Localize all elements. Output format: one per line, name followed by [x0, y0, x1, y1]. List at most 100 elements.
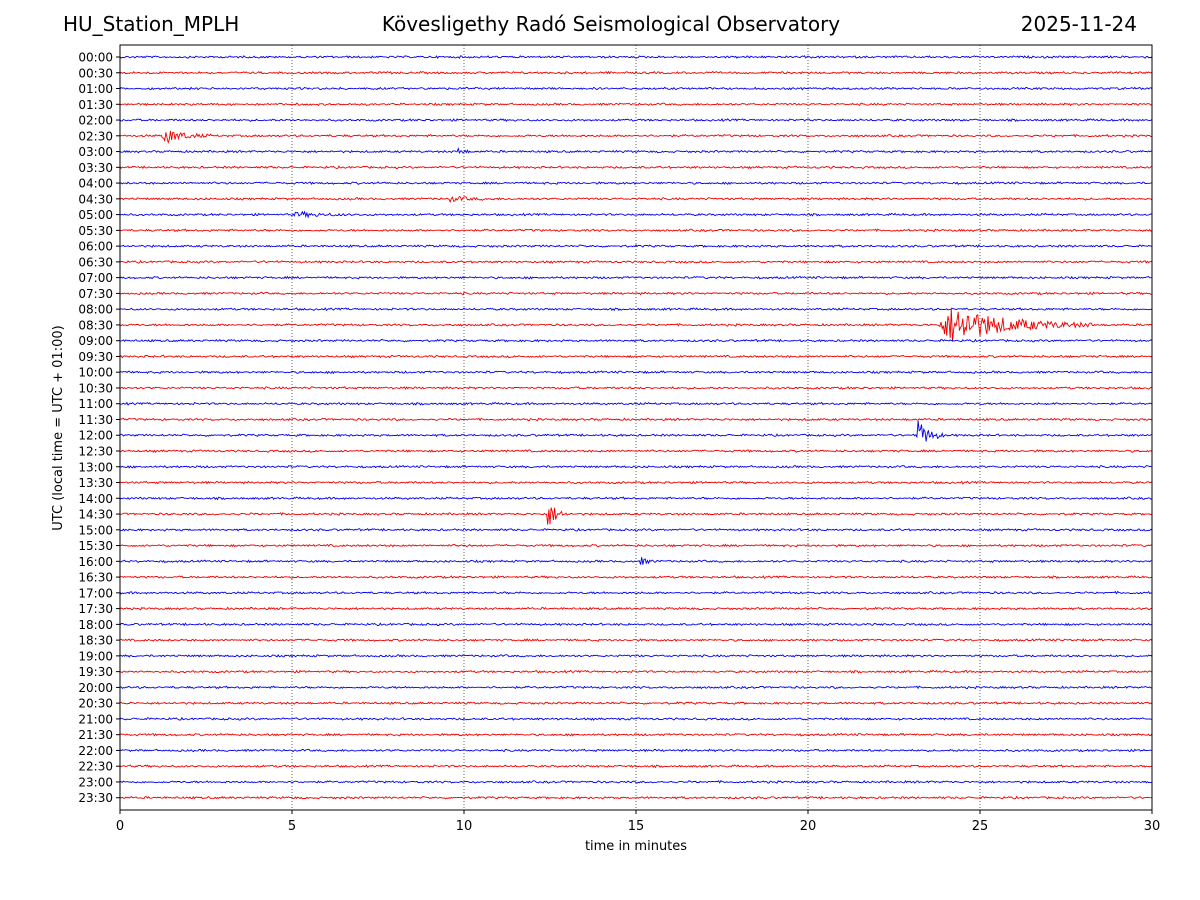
station-title: HU_Station_MPLH — [63, 12, 240, 36]
x-axis: 0 5 10 15 20 25 30 — [116, 810, 1160, 834]
y-axis-label: UTC (local time = UTC + 01:00) — [51, 325, 66, 530]
trace-line-2000 — [119, 685, 1153, 690]
trace-line-1930 — [119, 669, 1153, 674]
x-tick-label: 30 — [1144, 819, 1161, 834]
trace-line-2100 — [119, 716, 1153, 721]
y-tick-label: 21:00 — [78, 712, 113, 726]
trace-line-0930 — [119, 354, 1153, 359]
y-tick-label: 17:30 — [78, 602, 113, 616]
y-tick-label: 22:30 — [78, 760, 113, 774]
y-tick-label: 15:30 — [78, 539, 113, 553]
trace-line-0230 — [119, 130, 1153, 145]
x-tick-label: 0 — [116, 819, 124, 834]
trace-line-1800 — [119, 622, 1153, 627]
x-tick-label: 5 — [288, 819, 296, 834]
trace-line-0900 — [120, 338, 1153, 343]
y-tick-label: 04:30 — [78, 192, 113, 206]
trace-line-2230 — [119, 764, 1153, 769]
trace-line-1030 — [119, 386, 1153, 390]
x-tick-label: 10 — [456, 819, 473, 834]
y-tick-label: 05:30 — [78, 224, 113, 238]
y-tick-label: 20:30 — [78, 697, 113, 711]
y-tick-label: 09:30 — [78, 350, 113, 364]
y-tick-label: 23:00 — [78, 775, 113, 789]
trace-line-1630 — [120, 575, 1153, 580]
y-tick-label: 21:30 — [78, 728, 113, 742]
y-tick-label: 12:30 — [78, 445, 113, 459]
y-tick-label: 03:00 — [78, 145, 113, 159]
y-tick-label: 10:00 — [78, 366, 113, 380]
y-tick-label: 22:00 — [78, 744, 113, 758]
y-tick-label: 07:30 — [78, 287, 113, 301]
y-tick-label: 16:30 — [78, 571, 113, 585]
trace-line-2200 — [119, 748, 1153, 753]
trace-line-0130 — [119, 102, 1153, 107]
trace-line-0400 — [119, 181, 1153, 186]
trace-line-0500 — [119, 210, 1153, 219]
y-tick-label: 08:30 — [78, 318, 113, 332]
y-tick-label: 01:30 — [78, 98, 113, 112]
y-tick-label: 04:00 — [78, 177, 113, 191]
trace-line-1730 — [119, 606, 1152, 611]
y-tick-label: 02:30 — [78, 129, 113, 143]
trace-line-1400 — [119, 496, 1153, 501]
x-tick-label: 25 — [972, 819, 989, 834]
trace-line-1900 — [119, 653, 1153, 658]
y-tick-label: 19:30 — [78, 665, 113, 679]
observatory-title: Kövesligethy Radó Seismological Observat… — [381, 12, 841, 36]
y-tick-label: 18:30 — [78, 634, 113, 648]
x-tick-label: 20 — [800, 819, 817, 834]
trace-line-2130 — [119, 732, 1153, 737]
y-tick-label: 17:00 — [78, 586, 113, 600]
trace-line-0200 — [119, 118, 1153, 123]
trace-line-2300 — [119, 779, 1152, 784]
y-tick-label: 05:00 — [78, 208, 113, 222]
trace-line-0700 — [119, 275, 1153, 280]
y-tick-label: 13:00 — [78, 460, 113, 474]
y-tick-label: 02:00 — [78, 114, 113, 128]
trace-line-0100 — [119, 86, 1153, 91]
y-tick-label: 15:00 — [78, 523, 113, 537]
y-tick-label: 09:00 — [78, 334, 113, 348]
y-tick-label: 19:00 — [78, 649, 113, 663]
y-tick-label: 18:00 — [78, 618, 113, 632]
trace-line-1500 — [119, 527, 1153, 532]
trace-line-0630 — [119, 259, 1152, 264]
trace-line-2330 — [119, 795, 1153, 800]
y-tick-label: 23:30 — [78, 791, 113, 805]
trace-line-0030 — [119, 70, 1153, 75]
date-title: 2025-11-24 — [1020, 12, 1137, 36]
y-tick-label: 00:30 — [78, 66, 113, 80]
y-tick-label: 03:30 — [78, 161, 113, 175]
trace-line-0830 — [119, 307, 1153, 342]
trace-line-1230 — [119, 449, 1153, 453]
trace-line-1600 — [119, 557, 1153, 565]
x-axis-label: time in minutes — [585, 839, 687, 854]
trace-line-0430 — [119, 195, 1153, 204]
y-tick-label: 01:00 — [78, 82, 113, 96]
y-tick-label: 13:30 — [78, 476, 113, 490]
trace-line-0530 — [119, 228, 1153, 233]
trace-line-1130 — [119, 417, 1153, 422]
y-tick-label: 00:00 — [78, 51, 113, 65]
y-tick-label: 11:30 — [78, 413, 113, 427]
trace-line-1530 — [119, 543, 1153, 548]
trace-line-0800 — [119, 307, 1153, 312]
trace-line-1700 — [119, 590, 1153, 595]
x-tick-label: 15 — [628, 819, 645, 834]
trace-line-1830 — [119, 638, 1153, 643]
y-tick-label: 16:00 — [78, 555, 113, 569]
grid-lines — [291, 45, 981, 810]
y-tick-label: 12:00 — [78, 429, 113, 443]
y-tick-label: 14:00 — [78, 492, 113, 506]
y-tick-label: 07:00 — [78, 271, 113, 285]
trace-line-1300 — [119, 464, 1153, 469]
y-tick-label: 11:00 — [78, 397, 113, 411]
trace-line-1330 — [119, 480, 1153, 485]
trace-line-1200 — [119, 420, 1152, 442]
trace-line-0730 — [119, 291, 1153, 296]
trace-line-0300 — [119, 146, 1153, 155]
trace-line-1430 — [119, 507, 1153, 525]
